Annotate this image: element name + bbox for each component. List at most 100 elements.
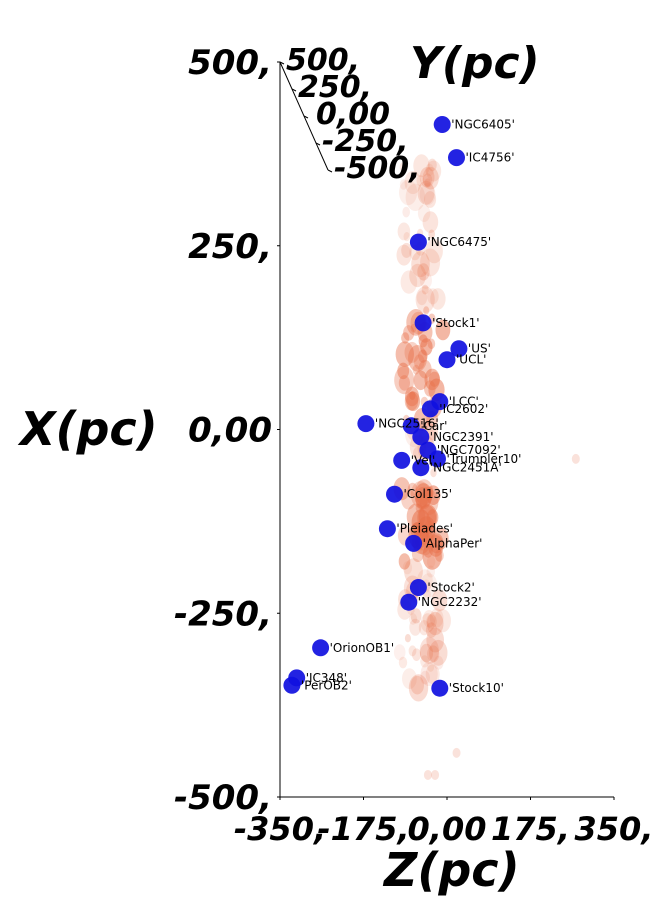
cloud-blob [409,391,416,400]
cluster-label: 'NGC2232' [418,595,482,609]
cloud-blob [395,341,414,368]
cloud-blob [411,251,430,278]
cloud-blob [397,362,410,380]
cloud-blob [419,643,434,663]
cluster-marker [438,351,456,369]
cloud-blob [433,655,444,670]
cluster-label: 'Trumpler10' [447,452,522,466]
cloud-blob [422,211,439,234]
cluster-label: 'Pleiades' [396,522,453,536]
cloud-blob [410,481,430,508]
cloud-blob [426,160,442,182]
cloud-blob [394,366,415,395]
cloud-blob [425,163,434,176]
cloud-blob [403,232,411,242]
cloud-blob [397,222,411,241]
cluster-marker [429,450,446,468]
cloud-blob [408,674,429,702]
cloud-blob [426,424,439,441]
cloud-blob [420,534,429,545]
cluster-label: 'US' [468,342,491,356]
cloud-blob [429,639,448,666]
cloud-blob [402,206,411,218]
x-tick-label: -250, [174,594,272,634]
cloud-blob [419,183,436,206]
cloud-blob [426,531,434,542]
cloud-blob [406,503,426,530]
cloud-blob [419,271,432,289]
cloud-blob [401,489,416,510]
cloud-blob [426,614,437,629]
y-tick-label: 0,00 [316,97,390,132]
cluster-label: 'NGC2391' [430,430,494,444]
cluster-marker [357,415,375,433]
cluster-marker [400,593,418,611]
cluster-marker [431,679,449,697]
cloud-blob [402,668,417,689]
cloud-blob [410,675,424,695]
cloud-blob [414,479,434,505]
cloud-blob [412,364,420,375]
cloud-blob [402,561,413,575]
cloud-blob [418,359,432,379]
cloud-blob [404,170,422,195]
cluster-label: 'IC4756' [466,151,515,165]
cloud-blob [399,179,408,190]
y-tick-mark [291,88,297,92]
cloud-blob [420,613,435,633]
cloud-blob [420,661,438,687]
cloud-blob [427,661,435,672]
cluster-label: 'Stock10' [449,681,504,695]
cluster-label: 'Stock1' [432,316,479,330]
cloud-blob [403,325,415,341]
cloud-blob [398,656,408,669]
cluster-label: 'PerOB2' [301,678,352,692]
cluster-marker [386,485,403,503]
x-tick-label: 250, [188,227,272,267]
cloud-blob [423,769,432,780]
y-tick-label: -500, [334,151,420,186]
cluster-label: 'Vel' [411,453,436,467]
cluster-marker [405,534,423,552]
cluster-label: 'NGC2451A' [430,461,502,475]
cloud-blob [429,608,444,628]
cloud-blob [431,769,440,780]
cloud-blob [408,613,418,625]
cloud-blob [417,180,435,205]
cloud-blob [420,670,430,685]
cluster-label: 'LCC' [449,395,479,409]
cluster-points [283,116,468,697]
cloud-blob [426,611,444,636]
cloud-blob [431,589,448,612]
cloud-blob [423,306,430,315]
cluster-marker [378,520,396,538]
cloud-blob [416,175,425,187]
cluster-label: 'AlphaPer' [423,536,483,550]
cloud-blob [410,608,422,624]
z-tick-label: 175, [491,810,570,848]
cloud-blob [422,173,433,187]
cloud-blob [416,290,428,306]
cloud-blob [414,354,425,370]
y-tick-mark [327,169,333,173]
z-tick-label: -350, [234,810,326,848]
cloud-blob [424,368,440,391]
cluster-label: 'NGC2516' [375,417,439,431]
cluster-label: 'IC348' [306,671,347,685]
cloud-blob [430,468,437,478]
y-axis-title: Y(pc) [410,38,540,89]
cloud-blob [424,178,431,187]
cloud-blob [405,183,426,211]
cluster-labels: 'NGC6405' 'IC4756' 'NGC6475' 'Stock1' 'US''U… [301,118,522,696]
z-tick-label: -175, [317,810,409,848]
cloud-blob [418,349,428,363]
cloud-blob [428,229,436,239]
cluster-marker [450,340,468,358]
x-tick-label: 500, [188,43,272,83]
cloud-blob [398,375,410,391]
y-tick-mark [303,115,309,119]
cluster-marker [409,579,427,596]
cluster-marker [421,400,439,418]
cluster-label: 'NGC6475' [427,235,491,249]
